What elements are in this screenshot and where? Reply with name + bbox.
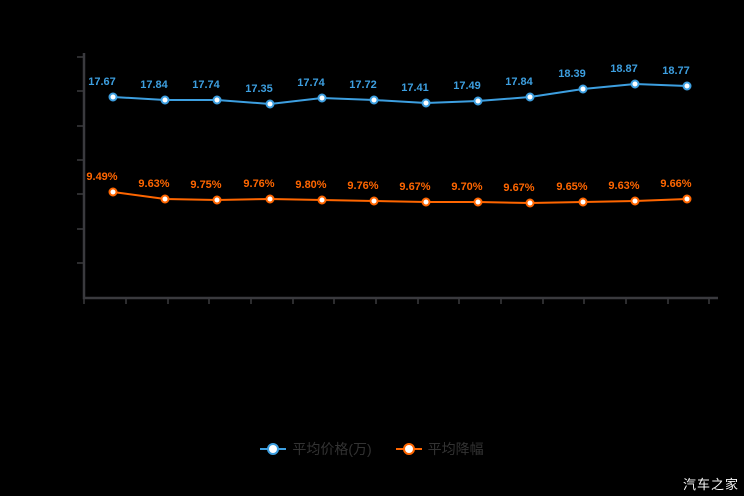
data-point-marker[interactable] <box>108 187 118 197</box>
value-label: 18.87 <box>610 63 638 75</box>
data-point-marker[interactable] <box>578 197 588 207</box>
value-label: 18.77 <box>662 65 690 77</box>
legend-label-avg-price: 平均价格(万) <box>292 441 372 457</box>
blue-line-marker-icon <box>260 443 287 455</box>
value-label: 17.49 <box>453 80 481 92</box>
data-point-marker[interactable] <box>682 194 692 204</box>
data-point-marker[interactable] <box>108 92 118 102</box>
data-point-marker[interactable] <box>630 196 640 206</box>
value-label: 9.75% <box>190 179 221 191</box>
legend-item-avg-price[interactable]: 平均价格(万) <box>260 441 372 457</box>
value-label: 9.80% <box>295 179 326 191</box>
value-label: 17.74 <box>297 77 325 89</box>
value-label: 9.70% <box>451 181 482 193</box>
value-label: 17.72 <box>349 79 377 91</box>
value-label: 17.74 <box>192 79 220 91</box>
data-point-marker[interactable] <box>473 197 483 207</box>
value-label: 9.65% <box>556 181 587 193</box>
value-label: 9.76% <box>243 178 274 190</box>
data-point-marker[interactable] <box>369 196 379 206</box>
orange-series-line <box>112 191 688 205</box>
autohome-watermark: 汽车之家 <box>682 477 739 492</box>
legend-item-avg-discount[interactable]: 平均降幅 <box>395 441 484 457</box>
value-label: 9.67% <box>503 182 534 194</box>
value-label: 18.39 <box>558 68 586 80</box>
legend-label-avg-discount: 平均降幅 <box>427 441 484 457</box>
data-point-marker[interactable] <box>369 95 379 105</box>
data-point-marker[interactable] <box>421 197 431 207</box>
chart-legend: 平均价格(万) 平均降幅 <box>0 441 744 457</box>
data-point-marker[interactable] <box>682 81 692 91</box>
blue-series-line <box>112 82 688 106</box>
data-point-marker[interactable] <box>265 194 275 204</box>
value-label: 9.63% <box>138 178 169 190</box>
data-point-marker[interactable] <box>630 79 640 89</box>
value-label: 9.76% <box>347 180 378 192</box>
value-label: 9.63% <box>608 180 639 192</box>
value-label: 17.84 <box>140 79 168 91</box>
data-point-marker[interactable] <box>525 92 535 102</box>
data-point-marker[interactable] <box>265 99 275 109</box>
data-point-marker[interactable] <box>525 198 535 208</box>
data-point-marker[interactable] <box>160 194 170 204</box>
value-label: 9.49% <box>86 171 117 183</box>
data-point-marker[interactable] <box>578 84 588 94</box>
data-point-marker[interactable] <box>421 98 431 108</box>
value-label: 17.41 <box>401 82 429 94</box>
value-label: 17.35 <box>245 83 273 95</box>
value-label: 9.67% <box>399 181 430 193</box>
value-label: 17.67 <box>88 76 116 88</box>
data-point-marker[interactable] <box>317 93 327 103</box>
data-point-marker[interactable] <box>212 195 222 205</box>
data-point-marker[interactable] <box>212 95 222 105</box>
data-point-marker[interactable] <box>160 95 170 105</box>
data-point-marker[interactable] <box>473 96 483 106</box>
data-point-marker[interactable] <box>317 195 327 205</box>
value-label: 9.66% <box>660 178 691 190</box>
orange-line-marker-icon <box>395 443 422 455</box>
value-label: 17.84 <box>505 76 533 88</box>
